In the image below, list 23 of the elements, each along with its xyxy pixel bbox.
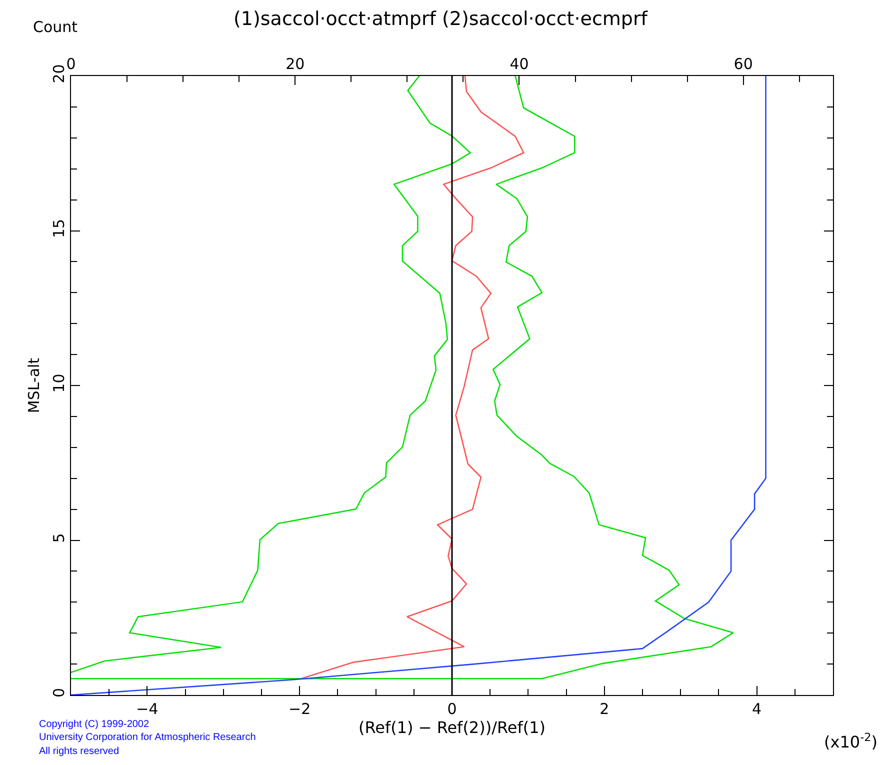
text: University Corporation for Atmospheric Research <box>39 732 256 743</box>
line-series <box>300 76 524 680</box>
x2-tick-label: 20 <box>286 54 305 73</box>
chart-title: (1)saccol·occt·atmprf (2)saccol·occt·ecmprf <box>233 8 649 30</box>
text: All rights reserved <box>39 746 120 757</box>
x-axis-title: (Ref(1) − Ref(2))/Ref(1) <box>358 718 546 738</box>
y-tick-label: 20 <box>50 64 68 84</box>
y-tick-label: 10 <box>50 374 68 393</box>
x-tick-label: −2 <box>288 700 311 718</box>
text: Copyright (C) 1999-2002 <box>39 719 150 730</box>
y-tick-label: 5 <box>50 533 68 543</box>
x2-tick-label: 40 <box>510 54 529 73</box>
y-axis-title: MSL-alt <box>25 358 44 414</box>
x-tick-label: 2 <box>600 700 610 718</box>
x-tick-label: 0 <box>447 700 457 718</box>
y-tick-label: 0 <box>50 688 68 698</box>
text: (x10$^{-2}$) <box>824 731 878 752</box>
y-tick-label: 15 <box>50 218 68 238</box>
x2-tick-label: 60 <box>734 54 753 73</box>
x-tick-label: 4 <box>752 700 762 718</box>
line-series <box>71 76 471 674</box>
x-tick-label: −4 <box>136 700 158 718</box>
x2-axis-title: Count <box>33 18 78 36</box>
